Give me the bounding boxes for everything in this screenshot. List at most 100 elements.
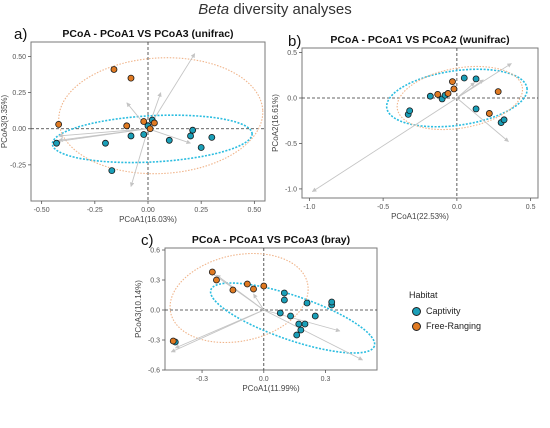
panel-b-point-captivity [406, 107, 414, 115]
panel-c-ytick-label: 0.0 [150, 308, 160, 315]
panel-c-point-captivity [328, 298, 336, 306]
panel-b-ellipse-captivity [385, 68, 528, 128]
panel-b-point-free-ranging [434, 90, 442, 98]
panel-b-frame [301, 47, 539, 199]
figure-title-rest: diversity analyses [229, 1, 352, 18]
panel-a-ytick-label: 0.25 [12, 90, 26, 97]
panel-c-point-free-ranging [169, 337, 177, 345]
panel-b-ytick-label: 0.5 [287, 50, 297, 57]
panel-a-point-captivity [189, 126, 197, 134]
panel-a-point-free-ranging [146, 125, 154, 133]
panel-b-ellipse-free-ranging [396, 65, 524, 131]
panel-c-point-free-ranging [213, 276, 220, 284]
panel-a-arrow [58, 128, 149, 138]
panel-c-point-free-ranging [208, 268, 216, 276]
legend-swatch-captivity [412, 306, 421, 316]
panel-a-point-captivity [108, 167, 116, 175]
legend-item-free-ranging: Free-Ranging [409, 321, 481, 331]
panel-c-frame [164, 247, 378, 371]
panel-b-point-free-ranging [450, 85, 458, 93]
panel-a-xtick-label: 0.00 [141, 207, 155, 214]
panel-c-ytick-label: 0.6 [150, 248, 160, 255]
panel-b-point-free-ranging [444, 90, 452, 97]
panel-c-ytick-label: -0.6 [148, 368, 160, 375]
panel-a-xtick-label: -0.25 [87, 207, 103, 214]
panel-a-point-captivity [102, 139, 109, 147]
panel-c-ytick-label: -0.3 [148, 338, 160, 345]
panel-b-point-captivity [426, 92, 434, 100]
legend-label-free-ranging: Free-Ranging [426, 321, 482, 331]
panel-a-ytick-label: -0.25 [10, 162, 26, 169]
panel-b-arrow [456, 79, 484, 99]
panel-b-xlabel: PCoA1(22.53%) [391, 212, 449, 221]
panel-a-point-captivity [140, 131, 148, 138]
panel-b-xtick-label: 0.0 [452, 204, 462, 211]
panel-a-point-captivity [187, 132, 194, 140]
panel-c-point-free-ranging [260, 282, 268, 290]
panel-a-point-free-ranging [55, 120, 63, 128]
panel-b-ytick-label: -0.5 [285, 141, 297, 148]
panel-a-point-free-ranging [150, 119, 158, 127]
panel-c-xtick-label: 0.3 [321, 376, 331, 383]
legend-swatch-free-ranging [412, 321, 421, 331]
panel-b-point-captivity [500, 116, 508, 124]
panel-label-b: b) [288, 33, 302, 50]
panel-a-point-free-ranging [110, 66, 118, 73]
panel-b-xtick-label: -1.0 [303, 204, 315, 211]
panel-c-point-free-ranging [250, 285, 257, 293]
panel-a-point-captivity [208, 133, 216, 141]
panel-b-arrow [456, 82, 475, 99]
panel-a-point-captivity [165, 136, 173, 144]
panel-c-arrow [253, 293, 265, 311]
panel-c-xlabel: PCoA1(11.99%) [242, 384, 300, 393]
panel-a-xlabel: PCoA1(16.03%) [119, 215, 177, 224]
panel-a-arrow [56, 128, 149, 144]
panel-c-point-captivity [303, 299, 311, 307]
panel-a: PCoA - PCoA1 VS PCoA3 (unifrac) -0.50 -0.2… [0, 28, 266, 224]
panel-b-point-free-ranging [494, 88, 502, 96]
panel-a-point-free-ranging [123, 122, 131, 130]
panel-c-xtick-label: 0.0 [259, 376, 269, 383]
panel-c-point-free-ranging [243, 280, 251, 288]
panel-a-arrow [129, 128, 149, 187]
panel-c-point-captivity [311, 312, 319, 320]
panel-a-title: PCoA - PCoA1 VS PCoA3 (unifrac) [62, 28, 233, 40]
panel-a-ylabel: PCoA3(9.35%) [0, 94, 9, 148]
legend-title: Habitat [409, 290, 438, 300]
panel-b-point-captivity [472, 105, 480, 113]
figure-title-italic: Beta [198, 1, 230, 18]
panel-a-point-free-ranging [127, 74, 135, 82]
panel-c-ellipse-captivity [209, 282, 376, 354]
panel-b-point-free-ranging [485, 110, 493, 117]
panel-a-point-free-ranging [140, 118, 148, 125]
panel-a-arrow [147, 53, 196, 129]
panel-b-point-captivity [472, 75, 480, 83]
panel-label-c: c) [141, 232, 154, 249]
panel-c-ellipse-free-ranging [169, 252, 309, 344]
panel-c-point-captivity [287, 312, 294, 320]
panel-c-arrow [216, 274, 265, 311]
panel-a-point-captivity [127, 132, 135, 140]
panel-c-point-captivity [293, 331, 301, 339]
panel-a-point-captivity [197, 144, 205, 151]
panel-c-ytick-label: 0.3 [150, 278, 160, 285]
panel-b-point-captivity [460, 74, 468, 82]
panel-c-xtick-label: -0.3 [196, 376, 208, 383]
panel-c: PCoA - PCoA1 VS PCoA3 (bray) -0.3 0.0 0.3 -0… [134, 234, 378, 393]
panel-a-xtick-label: 0.25 [194, 207, 208, 214]
panel-b-ytick-label: 0.0 [287, 96, 297, 103]
panel-c-point-captivity [295, 320, 303, 328]
panel-c-ylabel: PCoA3(10.14%) [134, 280, 143, 338]
panel-a-ytick-label: 0.00 [12, 126, 26, 133]
panel-a-point-captivity [53, 139, 60, 147]
panel-b-title: PCoA - PCoA1 VS PCoA2 (wunifrac) [330, 34, 509, 46]
panel-a-arrow [147, 128, 191, 145]
panel-c-point-captivity [301, 320, 309, 328]
panel-c-point-free-ranging [229, 286, 237, 294]
panel-b: PCoA - PCoA1 VS PCoA2 (wunifrac) -1.0 -0.5… [271, 34, 539, 221]
panel-c-title: PCoA - PCoA1 VS PCoA3 (bray) [192, 234, 350, 246]
figure-title: Beta diversity analyses [0, 1, 550, 18]
panel-b-xtick-label: 0.5 [526, 204, 536, 211]
panel-c-point-captivity [297, 326, 305, 334]
